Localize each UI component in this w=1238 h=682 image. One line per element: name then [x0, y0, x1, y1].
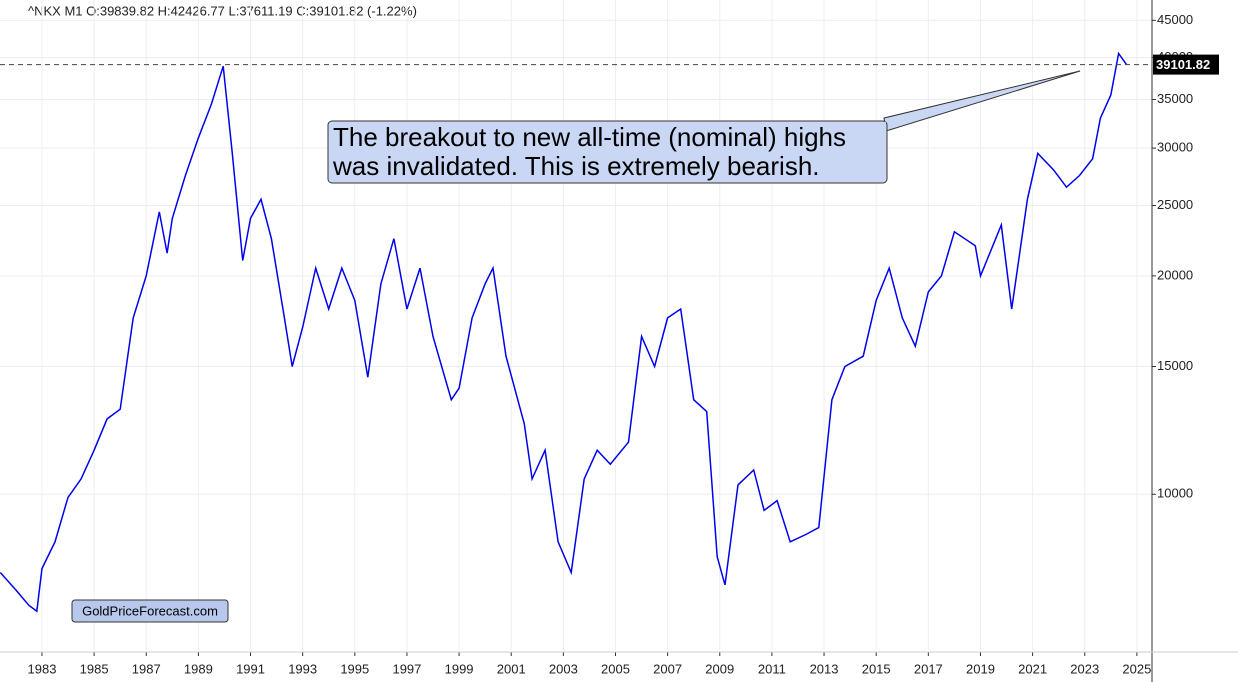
- x-tick-label: 2025: [1122, 661, 1151, 676]
- price-line: [0, 51, 1128, 613]
- x-tick-label: 2023: [1070, 661, 1099, 676]
- y-tick-label: 25000: [1157, 197, 1193, 212]
- x-tick-label: 2019: [966, 661, 995, 676]
- watermark-box: [71, 599, 229, 623]
- x-tick-label: 1997: [392, 661, 421, 676]
- x-tick-label: 1987: [132, 661, 161, 676]
- price-tag-label: 39101.82: [1156, 57, 1210, 72]
- x-tick-label: 2021: [1018, 661, 1047, 676]
- x-tick-label: 1993: [288, 661, 317, 676]
- callout-pointer: [883, 70, 1081, 132]
- y-tick-label: 30000: [1157, 140, 1193, 155]
- x-tick-label: 2003: [549, 661, 578, 676]
- x-tick-label: 1983: [28, 661, 57, 676]
- callout-cover: [880, 122, 886, 131]
- callout-box: [327, 120, 888, 184]
- x-tick-label: 2007: [653, 661, 682, 676]
- x-tick-label: 1989: [184, 661, 213, 676]
- x-tick-label: 1991: [236, 661, 265, 676]
- x-tick-label: 2009: [705, 661, 734, 676]
- y-tick-label: 20000: [1157, 267, 1193, 282]
- y-tick-label: 35000: [1157, 91, 1193, 106]
- x-tick-label: 2001: [497, 661, 526, 676]
- chart-title: ^NKX M1 O:39839.82 H:42426.77 L:37611.19…: [28, 3, 417, 18]
- x-tick-label: 1999: [445, 661, 474, 676]
- x-tick-label: 2005: [601, 661, 630, 676]
- y-tick-label: 45000: [1157, 12, 1193, 27]
- watermark: GoldPriceForecast.com: [82, 603, 218, 618]
- y-tick-label: 10000: [1157, 486, 1193, 501]
- annotation: The breakout to new all-time (nominal) h…: [333, 122, 846, 152]
- annotation: was invalidated. This is extremely beari…: [332, 151, 820, 181]
- price-tag: [1153, 54, 1219, 75]
- x-tick-label: 2011: [758, 661, 786, 676]
- x-tick-label: 1985: [80, 661, 109, 676]
- x-tick-label: 2015: [862, 661, 891, 676]
- x-tick-label: 2017: [914, 661, 943, 676]
- x-tick-label: 1995: [340, 661, 369, 676]
- x-tick-label: 2013: [810, 661, 839, 676]
- y-tick-label: 15000: [1157, 358, 1193, 373]
